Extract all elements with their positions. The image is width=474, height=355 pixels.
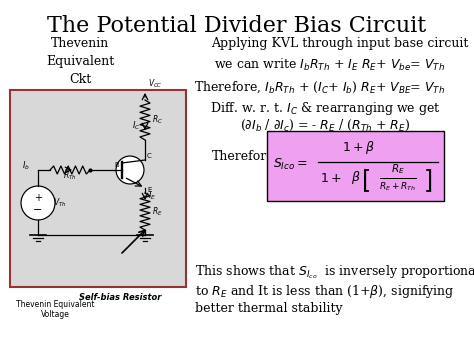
FancyBboxPatch shape [10, 90, 186, 287]
Circle shape [21, 186, 55, 220]
Text: $1+$: $1+$ [320, 171, 342, 185]
Text: Thevenin
Equivalent
Ckt: Thevenin Equivalent Ckt [46, 37, 114, 86]
Text: $[$: $[$ [361, 168, 370, 195]
Text: $V_{Th}$: $V_{Th}$ [53, 197, 66, 209]
Text: −: − [33, 205, 43, 215]
Text: C: C [147, 153, 152, 159]
Text: Applying KVL through input base circuit: Applying KVL through input base circuit [211, 37, 469, 50]
Text: B: B [114, 162, 119, 168]
Text: $]$: $]$ [423, 168, 432, 195]
Text: $I_E$: $I_E$ [148, 189, 156, 202]
Text: Therefore, $I_b R_{Th}$ + ($I_C$+ $I_b$) $R_E$+ $V_{BE}$= $V_{Th}$: Therefore, $I_b R_{Th}$ + ($I_C$+ $I_b$)… [194, 80, 446, 95]
Circle shape [116, 156, 144, 184]
Text: E: E [147, 187, 151, 193]
Text: $R_E$: $R_E$ [152, 205, 163, 218]
Text: $I_b$: $I_b$ [22, 159, 30, 171]
Text: +: + [34, 193, 42, 203]
Text: $I_C$: $I_C$ [132, 120, 141, 132]
Text: $\beta$: $\beta$ [351, 169, 361, 186]
Text: $S_{Ico}=$: $S_{Ico}=$ [273, 157, 308, 171]
Text: Therefore,: Therefore, [212, 150, 279, 163]
Text: $1+\beta$: $1+\beta$ [342, 138, 374, 155]
Text: $R_{Th}$: $R_{Th}$ [63, 169, 77, 181]
Text: Thevenin Equivalent
Voltage: Thevenin Equivalent Voltage [16, 300, 94, 320]
Text: Self-bias Resistor: Self-bias Resistor [79, 293, 161, 302]
Text: $R_C$: $R_C$ [152, 114, 163, 126]
FancyBboxPatch shape [267, 131, 444, 201]
Text: Diff. w. r. t. $I_C$ & rearranging we get: Diff. w. r. t. $I_C$ & rearranging we ge… [210, 100, 440, 117]
Text: we can write $I_b R_{Th}$ + $I_E$ $R_E$+ $V_{be}$= $V_{Th}$: we can write $I_b R_{Th}$ + $I_E$ $R_E$+… [214, 57, 446, 73]
Text: $R_E$: $R_E$ [391, 162, 405, 176]
Text: The Potential Divider Bias Circuit: The Potential Divider Bias Circuit [47, 15, 427, 37]
Text: ($\partial I_b$ / $\partial I_c$) = - $R_E$ / ($R_{Th}$ + $R_E$): ($\partial I_b$ / $\partial I_c$) = - $R… [240, 118, 410, 133]
Text: This shows that $S_{I_{co}}$  is inversely proportional
to $R_E$ and It is less : This shows that $S_{I_{co}}$ is inversel… [195, 263, 474, 315]
Text: $R_E+R_{Th}$: $R_E+R_{Th}$ [379, 181, 417, 193]
Text: $V_{CC}$: $V_{CC}$ [148, 77, 163, 90]
